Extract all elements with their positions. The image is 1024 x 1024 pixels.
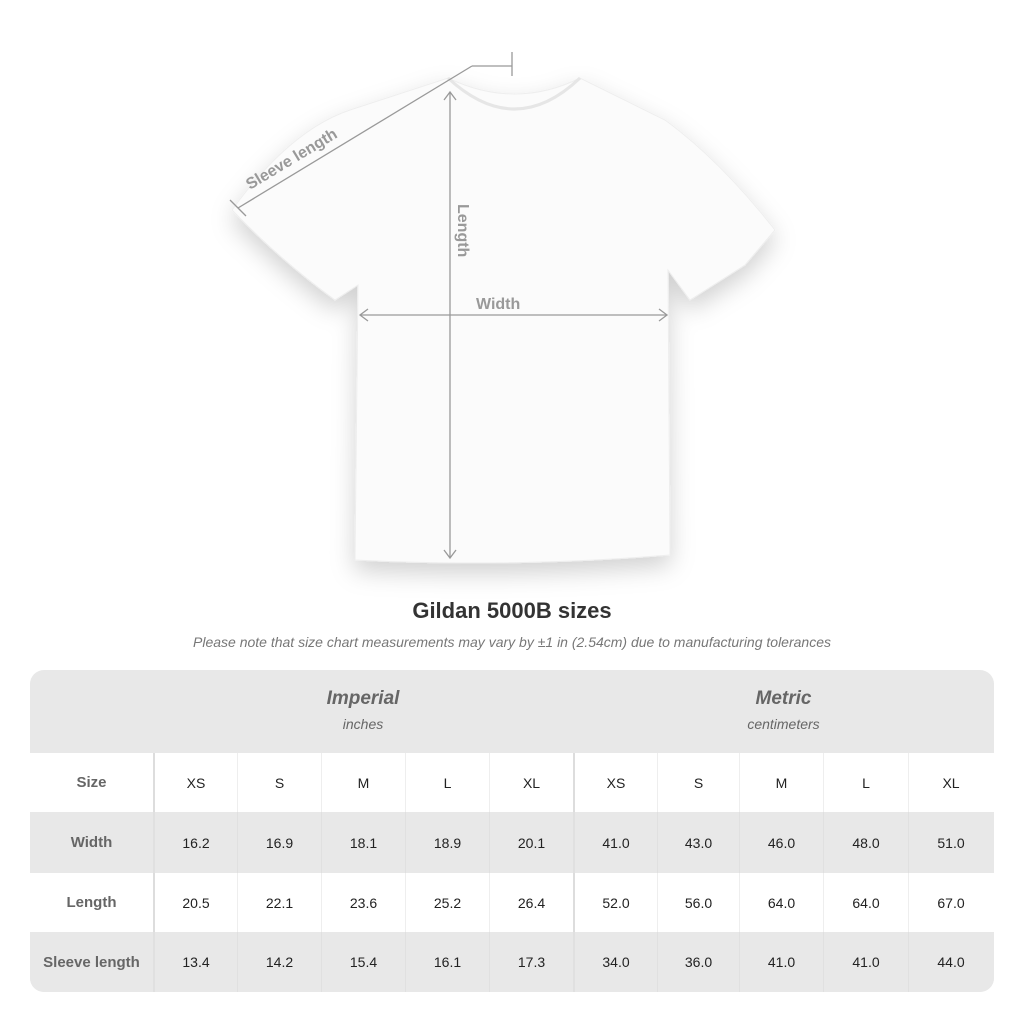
table-cell: M <box>321 753 405 812</box>
table-cell: 26.4 <box>489 873 573 932</box>
row-label: Width <box>70 834 113 851</box>
table-cell: 34.0 <box>573 932 657 992</box>
table-cell: XL <box>908 753 993 812</box>
row-label: Size <box>76 774 107 791</box>
tshirt-shape <box>231 77 776 564</box>
table-cell: 14.2 <box>237 932 321 992</box>
table-cell: 16.2 <box>153 812 237 873</box>
size-table: Imperial inches Metric centimeters Size X… <box>30 670 994 992</box>
table-cell: 41.0 <box>573 812 657 873</box>
table-cell: S <box>237 753 321 812</box>
length-arrow <box>443 90 457 560</box>
table-cell: S <box>657 753 739 812</box>
table-cell: 56.0 <box>657 873 739 932</box>
table-cell: 64.0 <box>739 873 823 932</box>
table-cell: 46.0 <box>739 812 823 873</box>
table-cell: 43.0 <box>657 812 739 873</box>
imperial-unit: inches <box>342 716 384 732</box>
table-cell: 22.1 <box>237 873 321 932</box>
table-cell: 16.1 <box>405 932 489 992</box>
length-label: Length <box>454 204 471 257</box>
table-cell: 15.4 <box>321 932 405 992</box>
table-cell: 36.0 <box>657 932 739 992</box>
table-cell: 51.0 <box>908 812 993 873</box>
table-cell: 52.0 <box>573 873 657 932</box>
table-cell: 67.0 <box>908 873 993 932</box>
table-row: Width 16.2 16.9 18.1 18.9 20.1 41.0 43.0 46.0 48.… <box>30 812 994 873</box>
table-cell: XS <box>153 753 237 812</box>
table-row: Sleeve length 13.4 14.2 15.4 16.1 17.3 34.0 36.… <box>30 932 994 992</box>
table-cell: XL <box>489 753 573 812</box>
table-cell: 41.0 <box>823 932 908 992</box>
width-label: Width <box>476 296 520 313</box>
row-label: Sleeve length <box>43 953 140 971</box>
table-cell: L <box>823 753 908 812</box>
imperial-header: Imperial inches <box>153 670 573 753</box>
table-cell: 25.2 <box>405 873 489 932</box>
page-title: Gildan 5000B sizes <box>412 598 612 623</box>
table-row: Size XS S M L XL XS S M L XL <box>30 753 994 812</box>
table-cell: 17.3 <box>489 932 573 992</box>
width-arrow <box>358 308 669 322</box>
table-cell: 18.9 <box>405 812 489 873</box>
table-cell: 20.5 <box>153 873 237 932</box>
imperial-label: Imperial <box>326 688 400 709</box>
sleeve-arrow <box>229 52 513 217</box>
table-cell: 64.0 <box>823 873 908 932</box>
table-cell: 18.1 <box>321 812 405 873</box>
table-cell: 41.0 <box>739 932 823 992</box>
table-row: Length 20.5 22.1 23.6 25.2 26.4 52.0 56.0 64.0 64… <box>30 873 994 932</box>
table-cell: 44.0 <box>908 932 993 992</box>
tshirt-diagram: Sleeve length Length Width <box>229 52 776 564</box>
table-cell: XS <box>573 753 657 812</box>
table-cell: 13.4 <box>153 932 237 992</box>
metric-header: Metric centimeters <box>573 670 994 753</box>
row-label: Length <box>66 894 117 911</box>
table-cell: L <box>405 753 489 812</box>
table-cell: 48.0 <box>823 812 908 873</box>
tolerance-note: Please note that size chart measurements… <box>193 634 831 650</box>
metric-unit: centimeters <box>747 716 820 732</box>
metric-label: Metric <box>755 688 812 709</box>
table-cell: M <box>739 753 823 812</box>
table-cell: 16.9 <box>237 812 321 873</box>
table-cell: 20.1 <box>489 812 573 873</box>
table-cell: 23.6 <box>321 873 405 932</box>
